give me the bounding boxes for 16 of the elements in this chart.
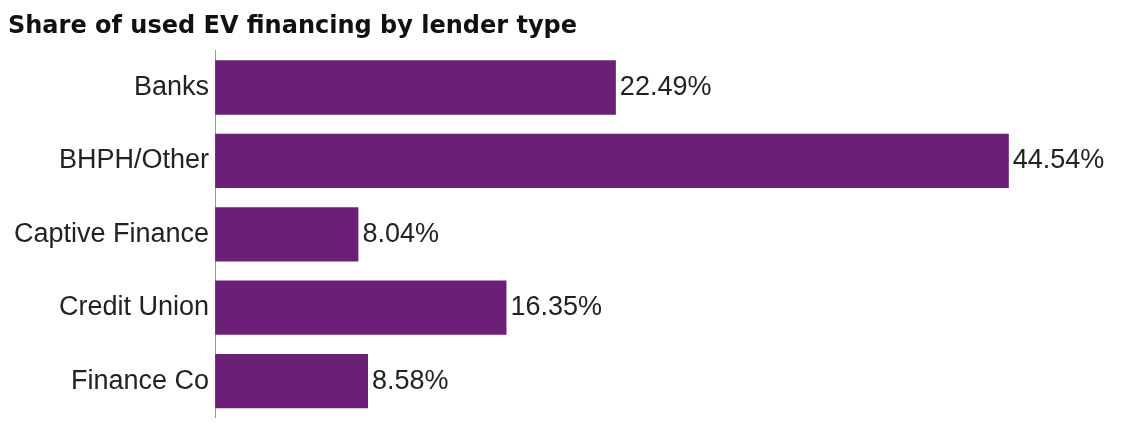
data-label: 8.58%	[372, 364, 449, 395]
y-tick-label: Finance Co	[71, 364, 210, 395]
y-tick-label: Captive Finance	[13, 217, 210, 248]
bar	[215, 353, 368, 409]
data-label: 8.04%	[362, 217, 439, 248]
bar	[215, 207, 359, 262]
bar	[215, 60, 616, 115]
bar	[215, 133, 1009, 189]
y-tick-label: BHPH/Other	[59, 144, 210, 175]
data-label: 44.54%	[1012, 144, 1105, 175]
data-label: 16.35%	[510, 291, 603, 322]
y-tick-label: Banks	[134, 70, 210, 101]
chart-title: Share of used EV financing by lender type	[8, 10, 578, 39]
y-tick-label: Credit Union	[59, 291, 210, 322]
data-label: 22.49%	[619, 70, 712, 101]
bar	[215, 280, 507, 335]
